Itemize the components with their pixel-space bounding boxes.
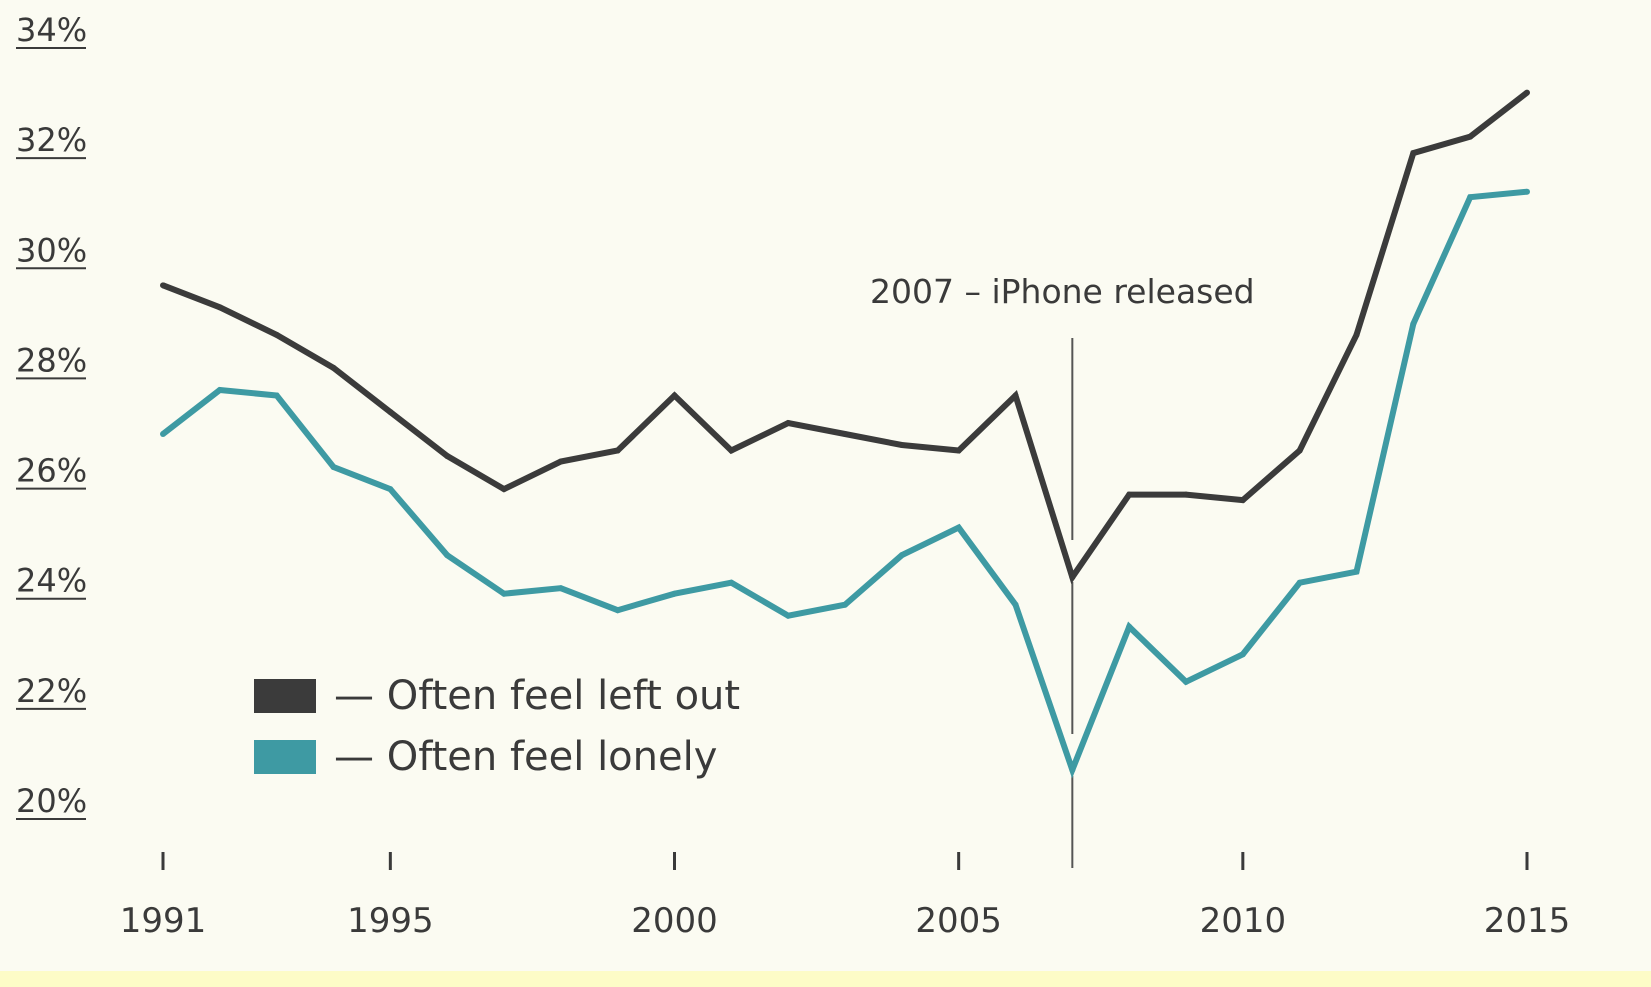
data-point: [955, 447, 962, 454]
data-point: [1353, 568, 1360, 575]
data-point: [898, 442, 905, 449]
data-point: [842, 601, 848, 608]
data-point: [216, 304, 223, 311]
data-point: [1126, 623, 1133, 630]
data-point: [1467, 194, 1474, 201]
data-point: [444, 453, 451, 460]
data-point: [671, 590, 678, 597]
data-point: [728, 579, 735, 586]
data-point: [728, 447, 735, 454]
legend-label: — Often feel lonely: [334, 734, 717, 780]
y-tick-label: 24%: [16, 562, 87, 600]
y-tick-label: 28%: [16, 341, 87, 379]
data-point: [1012, 392, 1019, 399]
data-point: [1296, 579, 1303, 586]
data-point: [1524, 89, 1530, 96]
data-point: [955, 524, 962, 531]
x-tick-label: 1991: [120, 901, 207, 941]
data-point: [842, 431, 848, 438]
data-point: [898, 552, 905, 559]
data-point: [1183, 678, 1189, 685]
y-tick-label: 32%: [16, 121, 87, 159]
data-point: [387, 408, 394, 415]
data-point: [1467, 133, 1474, 140]
data-point: [1524, 188, 1530, 195]
data-point: [1410, 150, 1417, 157]
data-point: [1126, 491, 1133, 498]
x-tick-label: 1995: [347, 901, 434, 941]
data-point: [614, 607, 621, 614]
annotation-label: 2007 – iPhone released: [870, 272, 1255, 311]
x-tick-label: 2015: [1484, 901, 1571, 941]
bottom-strip: [0, 971, 1651, 987]
data-point: [444, 552, 451, 559]
y-tick-label: 30%: [16, 231, 87, 269]
data-point: [557, 458, 564, 465]
data-point: [501, 486, 507, 493]
x-tick-label: 2010: [1200, 901, 1287, 941]
legend-label: — Often feel left out: [334, 673, 740, 719]
data-point: [785, 612, 792, 619]
y-tick-label: 22%: [16, 672, 87, 710]
legend-swatch: [254, 679, 316, 713]
x-tick-label: 2005: [915, 901, 1002, 941]
data-point: [1410, 320, 1417, 327]
data-point: [671, 392, 678, 399]
data-point: [614, 447, 621, 454]
data-point: [160, 282, 166, 289]
data-point: [1353, 331, 1360, 338]
legend-swatch: [254, 740, 316, 774]
data-point: [160, 431, 166, 438]
data-point: [1239, 651, 1246, 658]
data-point: [387, 486, 394, 493]
data-point: [1239, 497, 1246, 504]
data-point: [1069, 574, 1076, 581]
y-tick-label: 26%: [16, 452, 87, 490]
data-point: [273, 331, 280, 338]
data-point: [273, 392, 280, 399]
data-point: [1069, 766, 1076, 773]
series-line-left-out: [161, 90, 1529, 584]
y-tick-label: 20%: [16, 782, 87, 820]
y-tick-label: 34%: [16, 11, 87, 49]
data-point: [1296, 447, 1303, 454]
data-point: [1183, 491, 1189, 498]
data-point: [216, 386, 223, 393]
x-tick-label: 2000: [631, 901, 718, 941]
data-point: [330, 464, 337, 471]
data-point: [330, 364, 337, 371]
data-point: [1012, 601, 1019, 608]
data-point: [557, 585, 564, 592]
data-point: [501, 590, 507, 597]
data-point: [785, 419, 792, 426]
